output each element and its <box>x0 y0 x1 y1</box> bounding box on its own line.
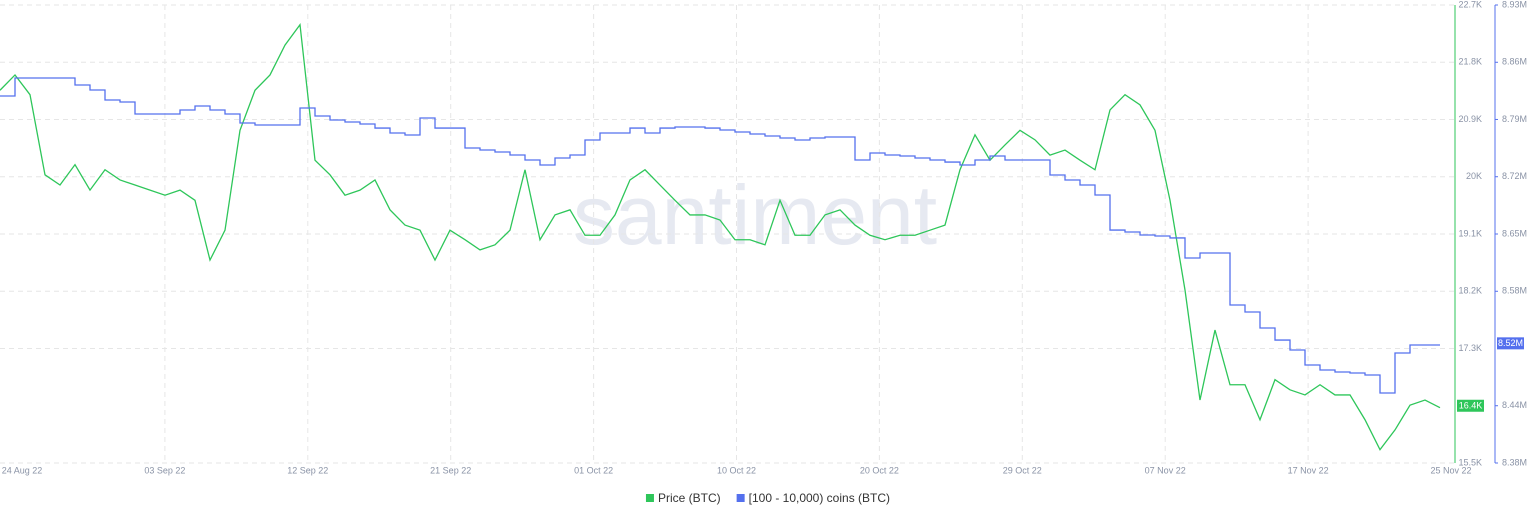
x-tick-label: 29 Oct 22 <box>1003 465 1042 475</box>
series-line <box>0 22 1441 451</box>
legend-label: [100 - 10,000) coins (BTC) <box>749 491 890 505</box>
y-tick-label: 21.8K <box>1458 57 1482 67</box>
current-value-badge <box>1457 399 1484 412</box>
x-tick-label: 24 Aug 22 <box>2 465 43 475</box>
y2-tick-label: 8.72M <box>1502 171 1527 181</box>
x-tick-label: 20 Oct 22 <box>860 465 899 475</box>
x-tick-label: 21 Sep 22 <box>430 465 471 475</box>
legend-swatch <box>736 494 745 502</box>
x-tick-label: 03 Sep 22 <box>144 465 185 475</box>
current-value-label: 16.4K <box>1459 401 1483 411</box>
y2-tick-label: 8.86M <box>1502 57 1527 67</box>
watermark: santiment <box>573 168 937 262</box>
y2-tick-label: 8.93M <box>1502 0 1527 9</box>
y2-tick-label: 8.44M <box>1502 400 1527 410</box>
y-tick-label: 20.9K <box>1458 114 1482 124</box>
current-value-badge <box>1497 337 1524 350</box>
x-tick-label: 12 Sep 22 <box>287 465 328 475</box>
y-tick-label: 22.7K <box>1458 0 1482 9</box>
legend-swatch <box>645 494 654 502</box>
y-tick-label: 17.3K <box>1458 343 1482 353</box>
y2-tick-label: 8.79M <box>1502 114 1527 124</box>
legend-label: Price (BTC) <box>658 491 721 505</box>
y2-tick-label: 8.58M <box>1502 286 1527 296</box>
legend: Price (BTC) [100 - 10,000) coins (BTC) <box>645 491 890 505</box>
series-line <box>0 77 1440 394</box>
x-tick-label: 10 Oct 22 <box>717 465 756 475</box>
current-value-label: 8.52M <box>1498 338 1523 348</box>
y-tick-label: 20K <box>1466 171 1482 181</box>
x-tick-label: 07 Nov 22 <box>1145 465 1186 475</box>
x-tick-label: 01 Oct 22 <box>574 465 613 475</box>
y2-tick-label: 8.65M <box>1502 228 1527 238</box>
x-tick-label: 25 Nov 22 <box>1430 465 1471 475</box>
y-tick-label: 19.1K <box>1458 228 1482 238</box>
x-tick-label: 17 Nov 22 <box>1288 465 1329 475</box>
y2-tick-label: 8.38M <box>1502 457 1527 467</box>
y-tick-label: 15.5K <box>1458 457 1482 467</box>
y-tick-label: 18.2K <box>1458 286 1482 296</box>
